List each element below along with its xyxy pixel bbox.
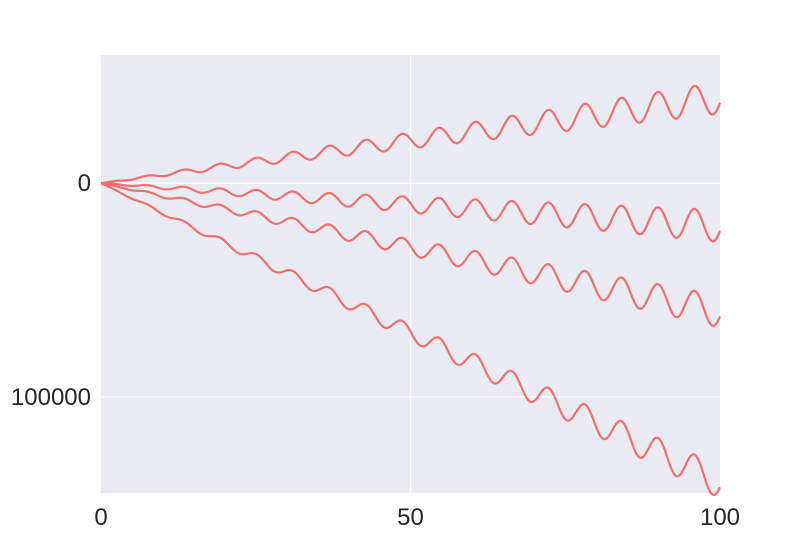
x-tick-label-0: 0 xyxy=(94,504,107,531)
y-tick-label-100000: 100000 xyxy=(11,384,91,411)
grid-lines xyxy=(101,55,720,493)
tick-labels: 0 50 100 0 100000 xyxy=(11,170,740,531)
series-line-1 xyxy=(100,84,722,185)
x-tick-label-100: 100 xyxy=(700,504,740,531)
series-line-4 xyxy=(100,182,721,497)
series-lines xyxy=(100,84,722,497)
series-line-2 xyxy=(100,182,722,243)
x-tick-label-50: 50 xyxy=(397,504,424,531)
series-line-3 xyxy=(100,182,722,327)
y-tick-label-0: 0 xyxy=(78,170,91,197)
